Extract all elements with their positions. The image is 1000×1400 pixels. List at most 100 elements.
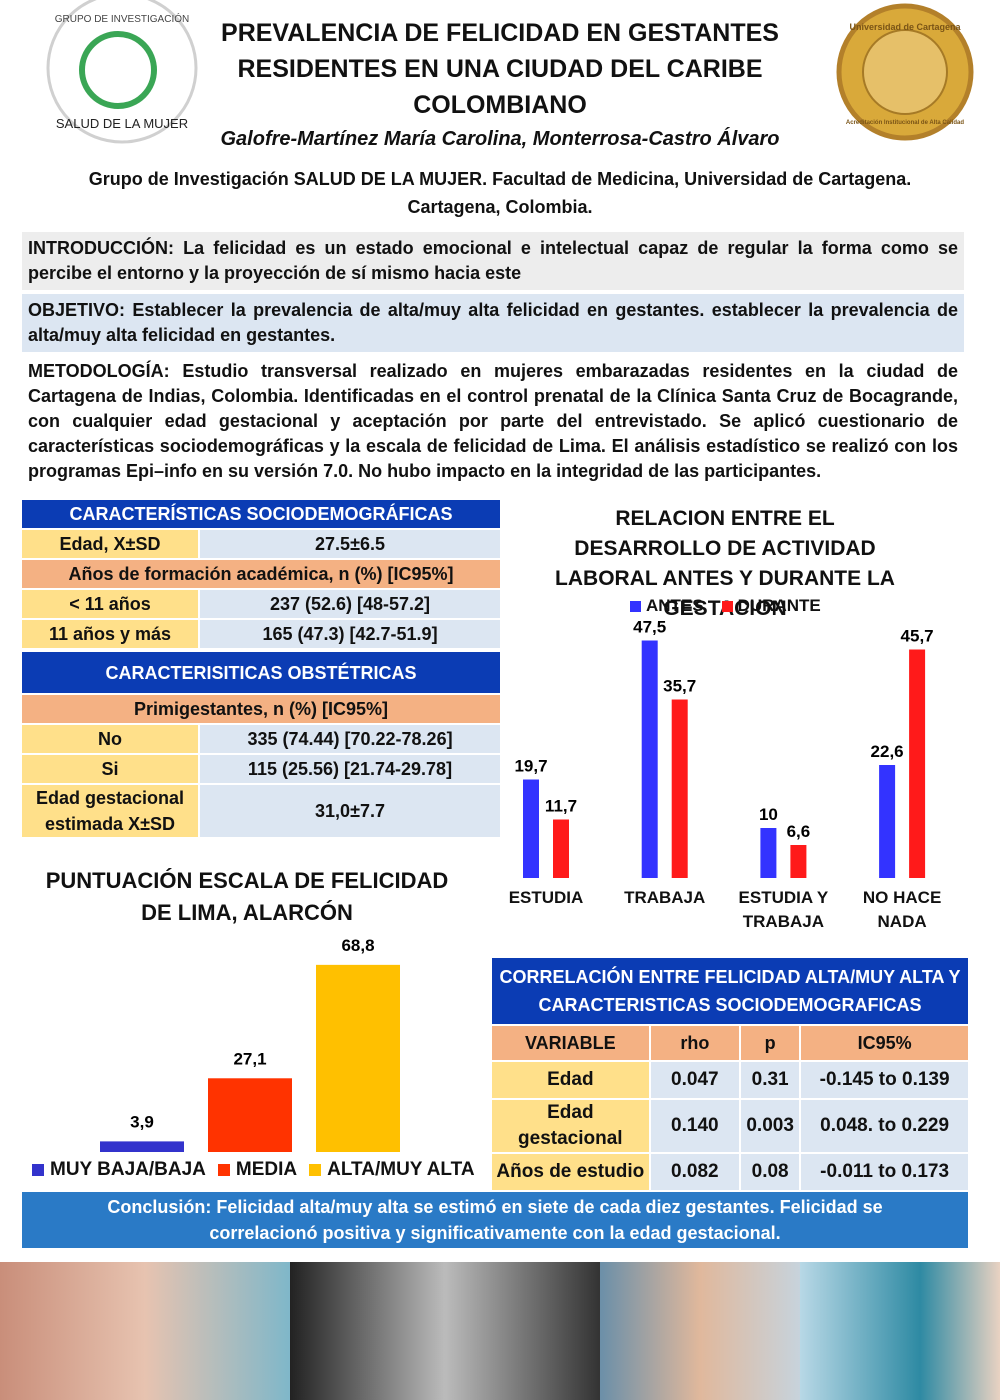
legend-swatch (309, 1164, 322, 1176)
photo-strip (0, 1262, 1000, 1400)
bar (316, 964, 400, 1152)
table-cell: 0.31 (741, 1062, 800, 1098)
legend-item: MUY BAJA/BAJA (32, 1159, 206, 1181)
bar (553, 819, 569, 878)
legend-label: DURANTE (737, 596, 821, 615)
table-row: Si 115 (25.56) [21.74-29.78] (22, 755, 501, 783)
column-header: p (741, 1026, 800, 1060)
column-header: rho (650, 1026, 739, 1060)
photo (290, 1262, 600, 1400)
chart-title: PUNTUACIÓN ESCALA DE FELICIDAD DE LIMA, … (45, 868, 449, 925)
table-cell: 0.08 (741, 1154, 800, 1190)
table-cell: Si (22, 755, 198, 783)
value-label: 6,6 (787, 822, 811, 841)
header-row: CARACTERÍSTICAS SOCIODEMOGRÁFICAS (22, 500, 501, 528)
legend: MUY BAJA/BAJA MEDIA ALTA/MUY ALTA (32, 1159, 475, 1181)
table-cell: Años de estudio (492, 1154, 649, 1190)
value-label: 45,7 (901, 627, 934, 646)
subheader-cell: Primigestantes, n (%) [IC95%] (22, 695, 501, 723)
logo-mark (79, 31, 157, 109)
bar (879, 765, 896, 878)
legend-label: ANTES (646, 596, 704, 615)
table-cell: 115 (25.56) [21.74-29.78] (200, 755, 501, 783)
photo (800, 1262, 1000, 1400)
legend-swatch (630, 600, 641, 612)
table-cell: 237 (52.6) [48-57.2] (200, 590, 501, 618)
table-cell: 31,0±7.7 (200, 785, 501, 837)
table-cell: 0.082 (650, 1154, 739, 1190)
table-cell: 27.5±6.5 (200, 530, 501, 558)
bar (760, 828, 777, 878)
value-label: 10 (759, 805, 778, 824)
logo-right-inner (862, 29, 948, 115)
table-cell: 0.140 (650, 1100, 739, 1152)
legend-swatch (721, 600, 733, 612)
column-header: VARIABLE (492, 1026, 649, 1060)
legend-swatch (32, 1164, 44, 1176)
legend-item: MEDIA (217, 1159, 297, 1181)
bar (909, 649, 926, 878)
legend-label: MUY BAJA/BAJA (50, 1159, 206, 1180)
value-label: 3,9 (130, 1112, 154, 1131)
logo-left-bottom: SALUD DE LA MUJER (56, 116, 188, 131)
header-row: CARACTERISITICAS OBSTÉTRICAS (22, 652, 501, 693)
table-cell: 11 años y más (22, 620, 198, 648)
table-row: 11 años y más 165 (47.3) [42.7-51.9] (22, 620, 501, 648)
x-tick-label: ESTUDIA Y TRABAJA (738, 888, 829, 931)
column-header: IC95% (801, 1026, 968, 1060)
table-cell: Edad, X±SD (22, 530, 198, 558)
table-title: CARACTERÍSTICAS SOCIODEMOGRÁFICAS (22, 500, 501, 528)
value-label: 68,8 (341, 936, 374, 955)
bar (208, 1078, 292, 1152)
x-tick-label: ESTUDIA (508, 888, 584, 907)
table-cell: Edad gestacional estimada X±SD (22, 785, 198, 837)
label: METODOLOGÍA: (28, 361, 170, 381)
bar (790, 845, 807, 878)
table-row: Edad, X±SD 27.5±6.5 (22, 530, 501, 558)
plot: 3,9 27,1 68,8 (100, 936, 400, 1152)
bar (100, 1141, 184, 1152)
introduction: INTRODUCCIÓN: La felicidad es un estado … (22, 232, 964, 290)
legend: ANTES DURANTE (630, 596, 821, 616)
table-row: Años de formación académica, n (%) [IC95… (22, 560, 501, 588)
table-row: Primigestantes, n (%) [IC95%] (22, 695, 501, 723)
bar (523, 779, 539, 878)
table-cell: 165 (47.3) [42.7-51.9] (200, 620, 501, 648)
x-tick-label: NO HACE NADA (862, 888, 942, 931)
table-title: CARACTERISITICAS OBSTÉTRICAS (22, 652, 501, 693)
bar (641, 640, 658, 878)
x-tick-label: TRABAJA (624, 888, 706, 907)
value-label: 22,6 (871, 742, 904, 761)
obstetric-table: CARACTERISITICAS OBSTÉTRICAS Primigestant… (20, 650, 502, 839)
value-label: 35,7 (663, 677, 696, 696)
text: Establecer la prevalencia de alta/muy al… (28, 300, 958, 345)
table-cell: 0.003 (741, 1100, 800, 1152)
header-graphics: GRUPO DE INVESTIGACIÓN SALUD DE LA MUJER… (46, 0, 974, 144)
label: INTRODUCCIÓN: (28, 238, 174, 258)
logo-right-top: Universidad de Cartagena (849, 22, 961, 32)
table-row: Edad 0.047 0.31 -0.145 to 0.139 (492, 1062, 968, 1098)
table-cell: 0.047 (650, 1062, 739, 1098)
value-label: 47,5 (633, 618, 666, 637)
table-title: CORRELACIÓN ENTRE FELICIDAD ALTA/MUY ALT… (492, 958, 968, 1024)
logo-left (46, 0, 198, 144)
photo (600, 1262, 800, 1400)
table-cell: -0.011 to 0.173 (801, 1154, 968, 1190)
table-row: Años de estudio 0.082 0.08 -0.011 to 0.173 (492, 1154, 968, 1190)
conclusion: Conclusión: Felicidad alta/muy alta se e… (22, 1192, 968, 1248)
objective: OBJETIVO: Establecer la prevalencia de a… (22, 294, 964, 352)
value-label: 19,7 (514, 757, 547, 776)
table-cell: No (22, 725, 198, 753)
text: La felicidad es un estado emocional e in… (28, 238, 958, 283)
table-cell: 0.048. to 0.229 (801, 1100, 968, 1152)
text: Estudio transversal realizado en mujeres… (28, 361, 958, 481)
legend-label: ALTA/MUY ALTA (327, 1159, 475, 1180)
legend-item: DURANTE (721, 596, 821, 616)
logo-right-bottom: Acreditación Institucional de Alta Calid… (846, 120, 964, 126)
label: OBJETIVO: (28, 300, 126, 320)
methodology: METODOLOGÍA: Estudio transversal realiza… (22, 355, 964, 488)
legend-item: ALTA/MUY ALTA (309, 1159, 475, 1181)
table-cell: < 11 años (22, 590, 198, 618)
title: PREVALENCIA DE FELICIDAD EN GESTANTES RE… (221, 19, 779, 119)
